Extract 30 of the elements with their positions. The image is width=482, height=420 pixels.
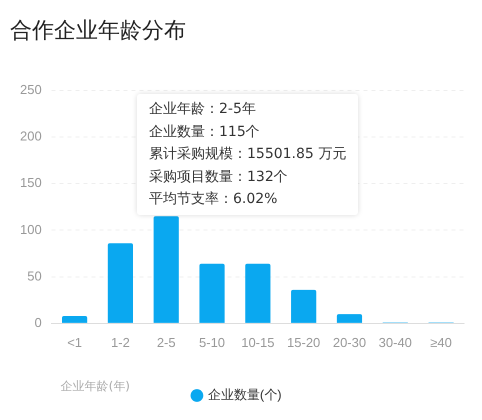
x-tick-label: 20-30 bbox=[332, 334, 366, 350]
bar bbox=[62, 316, 88, 323]
x-tick-label: 10-15 bbox=[241, 334, 274, 350]
x-tick-label: <1 bbox=[67, 334, 82, 350]
y-tick-label: 150 bbox=[20, 175, 42, 190]
y-tick-label: 0 bbox=[34, 314, 42, 330]
x-tick-label: ≥40 bbox=[430, 334, 452, 350]
y-tick-label: 100 bbox=[20, 222, 42, 237]
bar bbox=[336, 314, 362, 323]
bar bbox=[154, 216, 179, 323]
x-tick-label: 5-10 bbox=[199, 334, 226, 350]
x-tick-label: 1-2 bbox=[111, 334, 130, 350]
legend-label: 企业数量(个) bbox=[208, 387, 282, 402]
annotation: 企业数量：115个 bbox=[149, 122, 261, 142]
bar bbox=[108, 243, 134, 323]
annotation: 采购项目数量：132个 bbox=[149, 168, 289, 186]
bar bbox=[291, 290, 316, 323]
x-tick-label: 2-5 bbox=[156, 334, 176, 350]
y-tick-label: 250 bbox=[20, 82, 42, 97]
x-tick-label: 15-20 bbox=[287, 334, 320, 350]
x-tick-label: 30-40 bbox=[378, 334, 412, 350]
x-axis-title: 企业年龄(年) bbox=[60, 379, 130, 394]
bar bbox=[199, 264, 225, 323]
bar bbox=[245, 264, 270, 323]
chart-title: 合作企业年龄分布 bbox=[10, 17, 186, 42]
annotation: 平均节支率：6.02% bbox=[149, 190, 278, 209]
annotation: 累计采购规模：15501.85 万元 bbox=[149, 145, 346, 164]
y-tick-label: 200 bbox=[20, 128, 42, 144]
y-tick-label: 50 bbox=[27, 268, 42, 284]
annotation: 企业年龄：2-5年 bbox=[149, 100, 257, 119]
